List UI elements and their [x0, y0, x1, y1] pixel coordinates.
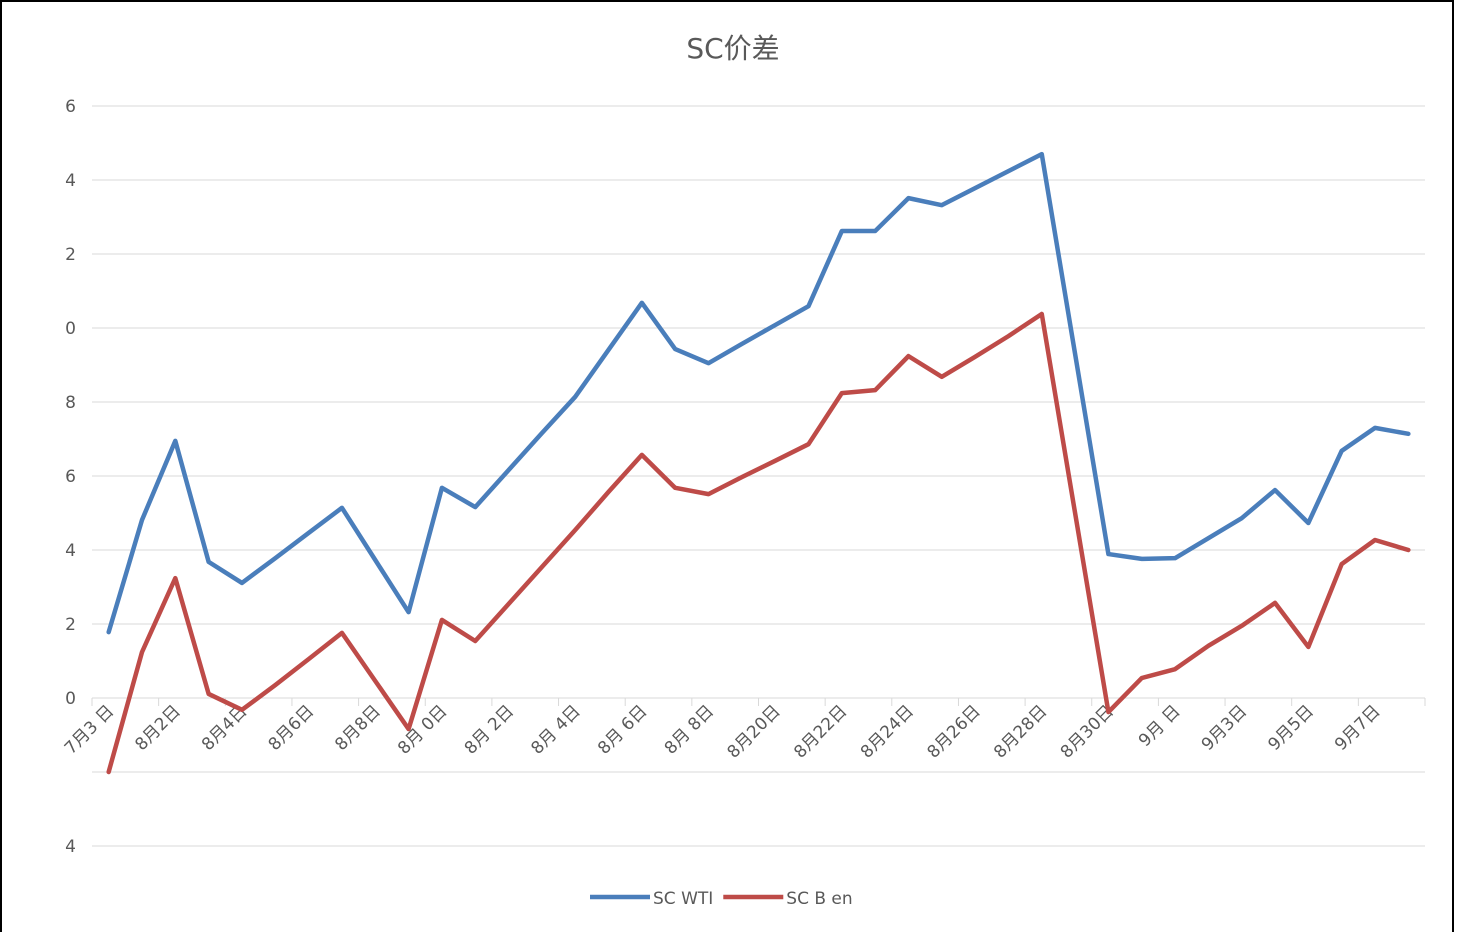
y-tick-label: 2 [65, 615, 76, 635]
y-tick-label: 0 [65, 689, 76, 709]
legend-label: SC B en [786, 889, 852, 909]
y-tick-label: 2 [65, 245, 76, 265]
y-tick-label: 4 [65, 837, 76, 857]
series-line [106, 311, 1411, 775]
chart-title: SC价差 [686, 32, 779, 65]
series-line [106, 151, 1411, 635]
legend-label: SC WTI [653, 889, 713, 909]
y-tick-label: 8 [65, 393, 76, 413]
y-tick-label: 4 [65, 541, 76, 561]
y-tick-label: 4 [65, 171, 76, 191]
y-tick-label: 6 [65, 97, 76, 117]
y-tick-label: 6 [65, 467, 76, 487]
y-tick-label: 0 [65, 319, 76, 339]
